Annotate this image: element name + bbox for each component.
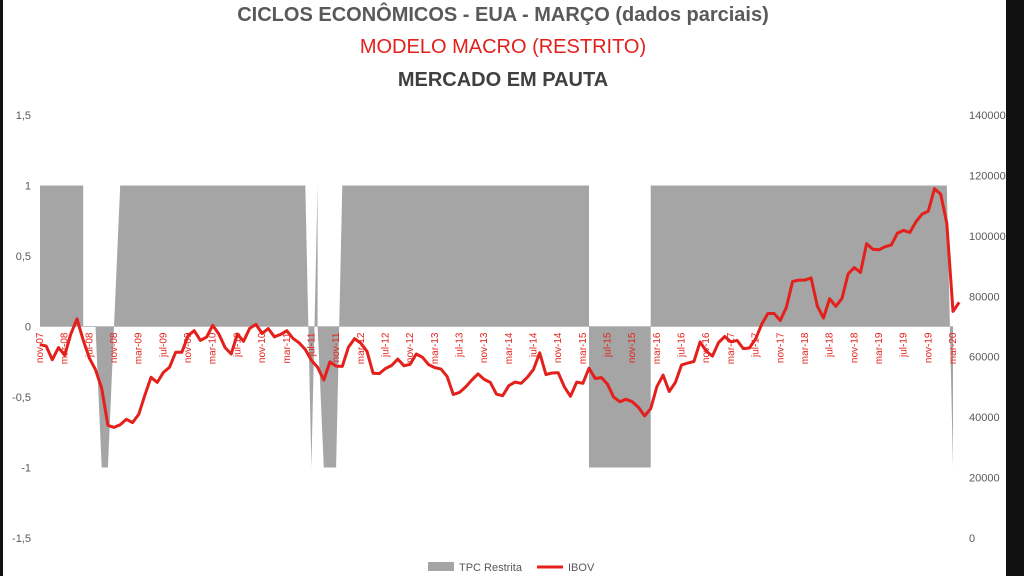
x-axis-tick: nov-14 bbox=[553, 332, 564, 363]
x-axis-tick: mar-13 bbox=[430, 332, 441, 364]
right-axis-tick: 80000 bbox=[969, 291, 1000, 303]
x-axis-tick: jul-09 bbox=[158, 332, 169, 358]
right-axis-ticks: 140000 120000 100000 80000 60000 40000 20000 0 bbox=[969, 110, 1006, 545]
x-axis-tick: nov-13 bbox=[479, 332, 490, 363]
left-axis-tick: 1 bbox=[25, 181, 31, 193]
x-axis-tick: nov-11 bbox=[331, 332, 342, 362]
right-axis-tick: 20000 bbox=[969, 473, 1000, 485]
x-axis-tick: jul-11 bbox=[306, 332, 317, 357]
x-axis-tick: mar-12 bbox=[356, 332, 367, 364]
x-axis-tick: mar-15 bbox=[578, 332, 589, 364]
x-axis-tick: nov-07 bbox=[35, 332, 46, 363]
x-axis-tick: jul-08 bbox=[84, 332, 95, 358]
x-axis-tick: mar-08 bbox=[60, 332, 71, 364]
x-axis-tick: mar-14 bbox=[504, 332, 515, 364]
ibov-line bbox=[39, 187, 961, 429]
x-axis-tick: nov-10 bbox=[257, 332, 268, 363]
legend-swatch-tpc bbox=[428, 562, 454, 571]
x-axis-tick: jul-17 bbox=[751, 332, 762, 358]
x-axis-tick: jul-18 bbox=[825, 332, 836, 358]
x-axis-tick: jul-12 bbox=[381, 332, 392, 358]
left-axis-tick: 1,5 bbox=[16, 110, 31, 122]
right-axis-tick: 140000 bbox=[969, 110, 1006, 122]
legend-label-tpc: TPC Restrita bbox=[459, 562, 523, 574]
chart-subtitle: MODELO MACRO (RESTRITO) bbox=[359, 36, 647, 58]
legend-label-ibov: IBOV bbox=[568, 562, 595, 574]
x-axis-tick: nov-09 bbox=[183, 332, 194, 363]
x-axis-tick: mar-16 bbox=[652, 332, 663, 364]
legend: TPC Restrita IBOV bbox=[428, 562, 595, 574]
right-axis-tick: 120000 bbox=[969, 170, 1006, 182]
x-axis-tick: jul-15 bbox=[603, 332, 614, 358]
x-axis-tick: mar-17 bbox=[726, 332, 737, 364]
right-axis-tick: 100000 bbox=[969, 231, 1006, 243]
left-border bbox=[0, 0, 3, 576]
left-axis-tick: -1,5 bbox=[12, 533, 31, 545]
left-axis-tick: 0,5 bbox=[16, 251, 31, 263]
right-axis-tick: 40000 bbox=[969, 412, 1000, 424]
right-axis-tick: 0 bbox=[969, 533, 975, 545]
right-axis-tick: 60000 bbox=[969, 352, 1000, 364]
left-axis-ticks: 1,5 1 0,5 0 -0,5 -1 -1,5 bbox=[12, 110, 31, 545]
x-axis-tick: mar-09 bbox=[134, 332, 145, 364]
x-axis-tick: mar-18 bbox=[800, 332, 811, 364]
x-axis-tick: nov-18 bbox=[849, 332, 860, 363]
x-axis-tick: nov-08 bbox=[109, 332, 120, 363]
x-axis-tick: jul-10 bbox=[232, 332, 243, 358]
x-axis-tick: nov-16 bbox=[701, 332, 712, 363]
x-axis-tick: jul-14 bbox=[529, 332, 540, 358]
chart-title: CICLOS ECONÔMICOS - EUA - MARÇO (dados p… bbox=[237, 4, 769, 26]
x-axis-tick: nov-15 bbox=[627, 332, 638, 363]
x-axis-tick: mar-20 bbox=[948, 332, 959, 364]
x-axis-tick: nov-17 bbox=[775, 332, 786, 363]
x-axis-ticks: nov-07 mar-08 jul-08 nov-08 mar-09 jul-09 nov-… bbox=[35, 332, 959, 364]
left-axis-tick: -1 bbox=[21, 463, 31, 475]
ibov-line-group bbox=[39, 187, 961, 429]
x-axis-tick: mar-11 bbox=[282, 332, 293, 363]
right-border bbox=[1006, 0, 1024, 576]
x-axis-tick: jul-16 bbox=[677, 332, 688, 358]
x-axis-tick: mar-19 bbox=[874, 332, 885, 364]
x-axis-tick: nov-19 bbox=[923, 332, 934, 363]
left-axis-tick: -0,5 bbox=[12, 392, 31, 404]
x-axis-tick: mar-10 bbox=[208, 332, 219, 364]
x-axis-tick: jul-13 bbox=[455, 332, 466, 358]
brand-label: MERCADO EM PAUTA bbox=[397, 69, 609, 91]
x-axis-tick: jul-19 bbox=[899, 332, 910, 358]
left-axis-tick: 0 bbox=[25, 322, 31, 334]
x-axis-tick: nov-12 bbox=[405, 332, 416, 363]
